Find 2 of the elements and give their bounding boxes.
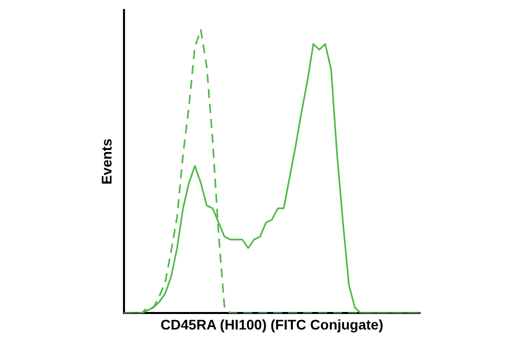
y-axis-title: Events <box>98 138 114 185</box>
x-axis-title: CD45RA (HI100) (FITC Conjugate) <box>160 316 384 332</box>
